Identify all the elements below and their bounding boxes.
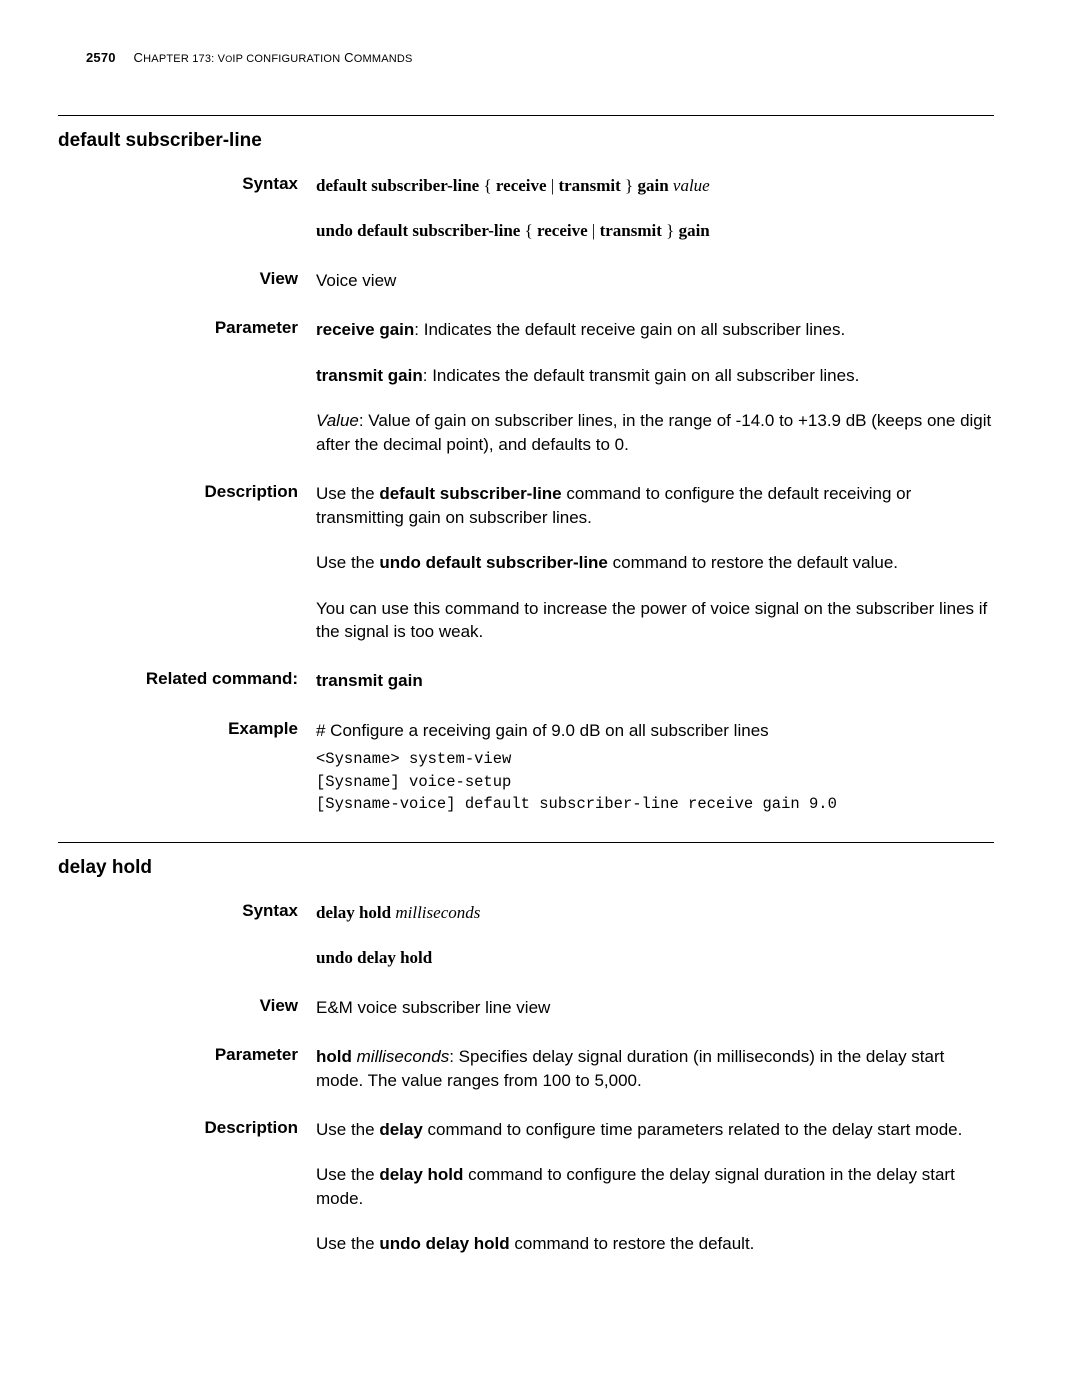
row-description: Description Use the default subscriber-l… [72, 482, 994, 643]
content-parameter: receive gain: Indicates the default rece… [316, 318, 994, 456]
page-header: 2570 Chapter 173: VoIP Configuration Com… [86, 50, 994, 65]
page-number: 2570 [86, 50, 116, 65]
content-description: Use the delay command to configure time … [316, 1118, 994, 1256]
row-syntax: Syntax default subscriber-line { receive… [72, 174, 994, 243]
section-default-subscriber-line: default subscriber-line Syntax default s… [72, 115, 994, 816]
row-description: Description Use the delay command to con… [72, 1118, 994, 1256]
row-example: Example # Configure a receiving gain of … [72, 719, 994, 816]
label-description: Description [72, 482, 316, 643]
row-view: View Voice view [72, 269, 994, 292]
content-view: E&M voice subscriber line view [316, 996, 994, 1019]
content-example: # Configure a receiving gain of 9.0 dB o… [316, 719, 994, 816]
example-code: <Sysname> system-view [Sysname] voice-se… [316, 748, 994, 815]
content-description: Use the default subscriber-line command … [316, 482, 994, 643]
example-text: # Configure a receiving gain of 9.0 dB o… [316, 719, 994, 742]
section-title: default subscriber-line [58, 130, 994, 152]
label-related: Related command: [72, 669, 316, 692]
content-view: Voice view [316, 269, 994, 292]
content-syntax: default subscriber-line { receive | tran… [316, 174, 994, 243]
section-title: delay hold [58, 857, 994, 879]
chapter-text: Chapter 173: VoIP Configuration Commands [134, 50, 413, 65]
row-syntax: Syntax delay hold milliseconds undo dela… [72, 901, 994, 970]
row-related: Related command: transmit gain [72, 669, 994, 692]
label-parameter: Parameter [72, 318, 316, 456]
row-parameter: Parameter hold milliseconds: Specifies d… [72, 1045, 994, 1092]
label-syntax: Syntax [72, 174, 316, 243]
page-container: 2570 Chapter 173: VoIP Configuration Com… [0, 0, 1080, 1332]
label-parameter: Parameter [72, 1045, 316, 1092]
label-description: Description [72, 1118, 316, 1256]
content-related: transmit gain [316, 669, 994, 692]
label-example: Example [72, 719, 316, 816]
section-delay-hold: delay hold Syntax delay hold millisecond… [72, 842, 994, 1256]
row-parameter: Parameter receive gain: Indicates the de… [72, 318, 994, 456]
label-view: View [72, 269, 316, 292]
label-syntax: Syntax [72, 901, 316, 970]
content-syntax: delay hold milliseconds undo delay hold [316, 901, 994, 970]
label-view: View [72, 996, 316, 1019]
divider [58, 842, 994, 843]
content-parameter: hold milliseconds: Specifies delay signa… [316, 1045, 994, 1092]
row-view: View E&M voice subscriber line view [72, 996, 994, 1019]
divider [58, 115, 994, 116]
